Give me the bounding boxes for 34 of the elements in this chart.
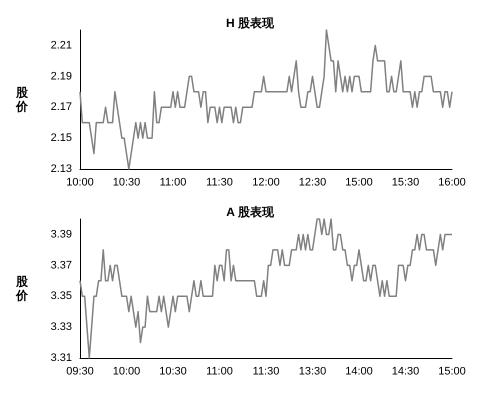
x-tick-label: 16:00 (438, 176, 466, 188)
y-tick-label: 3.31 (50, 352, 72, 364)
x-tick-label: 12:00 (252, 176, 280, 188)
x-tick-label: 14:30 (392, 366, 420, 378)
x-tick-label: 13:30 (298, 366, 326, 378)
x-tick-label: 10:30 (159, 366, 187, 378)
y-tick-label: 2.15 (50, 132, 72, 144)
y-tick-label: 2.13 (50, 163, 72, 175)
y-axis-title: 股价 (15, 274, 29, 302)
y-tick-label: 3.39 (50, 228, 72, 240)
x-tick-label: 11:00 (206, 366, 233, 378)
x-tick-label: 15:00 (438, 366, 466, 378)
x-tick-label: 11:00 (160, 176, 186, 188)
y-axis-title: 股价 (15, 86, 29, 114)
line-series (79, 29, 453, 170)
y-tick-label: 2.19 (50, 70, 72, 82)
x-tick-label: 12:30 (298, 176, 326, 188)
x-tick-label: 10:00 (66, 176, 94, 188)
y-tick-label: 2.21 (50, 39, 72, 52)
y-tick-label: 3.37 (50, 259, 72, 272)
x-tick-label: 15:30 (392, 176, 420, 188)
x-tick-label: 10:30 (112, 176, 140, 188)
x-tick-label: 11:30 (206, 176, 233, 188)
x-tick-label: 15:00 (345, 176, 373, 188)
y-tick-label: 2.17 (50, 101, 72, 114)
chart-title: A 股表现 (226, 205, 275, 219)
x-tick-label: 11:30 (252, 366, 280, 378)
x-tick-label: 09:30 (66, 366, 94, 378)
line-series (79, 218, 453, 359)
y-tick-label: 3.35 (50, 290, 72, 302)
y-tick-label: 3.33 (50, 321, 72, 334)
x-tick-label: 10:00 (112, 366, 140, 378)
chart-title: H 股表现 (226, 16, 275, 30)
x-tick-label: 14:00 (345, 366, 373, 378)
